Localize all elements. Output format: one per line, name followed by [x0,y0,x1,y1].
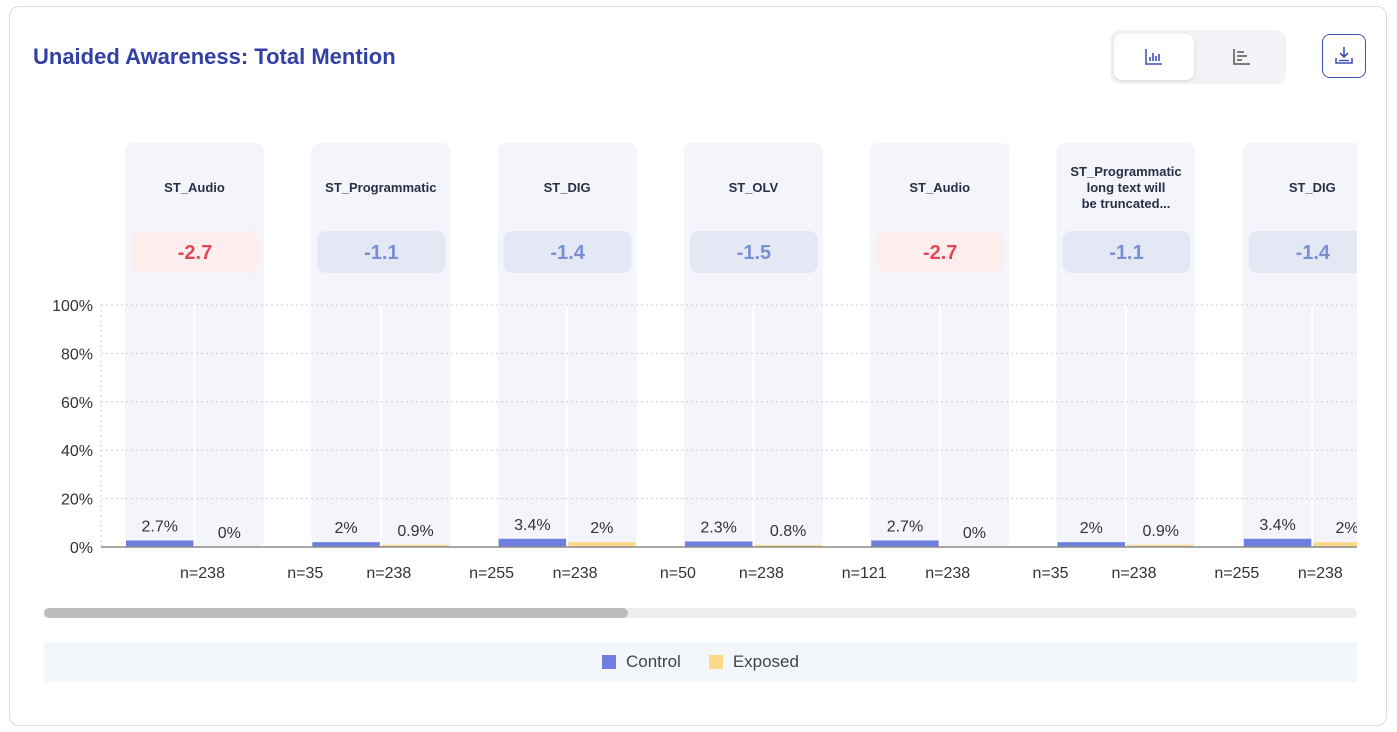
group-name-label: long text will [1087,180,1166,195]
y-tick-label: 60% [61,395,93,412]
group-name-label: ST_Audio [164,180,225,195]
bar-chart: ST_Audio -2.7 2.7% 0% n=238 ST_Programmatic -1… [52,143,1358,582]
exposed-value-label: 0.9% [397,523,433,540]
sample-size-label-control: n=50 [660,565,696,582]
exposed-value-label: 0.8% [770,523,806,540]
exposed-bar [754,545,822,547]
lift-badge [317,231,446,273]
chart-view-toggle [1110,30,1286,84]
download-button[interactable] [1322,34,1366,78]
lift-value: -1.1 [1109,242,1143,264]
y-tick-label: 100% [52,298,93,315]
legend-item-exposed[interactable]: Exposed [708,652,799,672]
exposed-bar [568,542,636,547]
lift-value: -1.4 [550,242,585,264]
control-value-label: 2.3% [700,519,736,536]
sample-size-label-exposed: n=238 [180,565,225,582]
lift-value: -2.7 [923,242,957,264]
sample-size-label-exposed: n=238 [1112,565,1157,582]
y-tick-label: 0% [70,540,93,557]
legend-swatch-exposed [708,655,723,669]
sample-size-label-control: n=255 [1214,565,1259,582]
y-tick-label: 40% [61,443,93,460]
bar-chart-icon [1145,49,1162,65]
lift-badge [876,231,1005,273]
exposed-bar [381,544,450,547]
control-value-label: 3.4% [1259,517,1295,534]
control-value-label: 2% [1080,520,1103,537]
sample-size-label-exposed: n=238 [1298,565,1343,582]
legend-label-control: Control [626,652,681,671]
control-value-label: 2.7% [887,518,923,535]
y-tick-label: 20% [61,492,93,509]
vertical-bar-view-button[interactable] [1114,34,1194,80]
legend-item-control[interactable]: Control [602,652,681,672]
lift-value: -1.4 [1296,242,1331,264]
group-name-label: ST_Audio [909,180,970,195]
chart-columns: ST_Audio -2.7 2.7% 0% n=238 ST_Programmatic -1… [125,143,1358,582]
control-bar [498,538,567,547]
sample-size-label-control: n=255 [469,565,514,582]
sample-size-label-control: n=121 [842,565,887,582]
lift-value: -1.1 [364,242,398,264]
group-name-label: be truncated... [1082,196,1171,211]
horizontal-scrollbar[interactable] [44,608,1357,618]
exposed-bar [1127,544,1195,547]
exposed-value-label: 2% [590,520,613,537]
group-name-label: ST_Programmatic [1070,164,1181,179]
control-value-label: 3.4% [514,517,550,534]
control-bar [1243,538,1312,547]
exposed-value-label: 2% [1335,520,1358,537]
horizontal-bar-chart-icon [1233,49,1250,65]
legend-swatch-control [602,655,616,669]
horizontal-bar-view-button[interactable] [1202,34,1282,80]
sample-size-label-exposed: n=238 [553,565,598,582]
sample-size-label-control: n=35 [287,565,323,582]
exposed-bar [1313,542,1357,547]
scrollbar-thumb[interactable] [44,608,628,618]
sample-size-label-exposed: n=238 [366,565,411,582]
chart-title: Unaided Awareness: Total Mention [33,44,396,69]
control-bar [871,540,939,547]
control-bar [312,542,380,547]
control-value-label: 2% [334,520,357,537]
lift-badge [1062,231,1191,273]
legend-label-exposed: Exposed [732,652,799,671]
exposed-value-label: 0% [218,525,241,542]
lift-badge [131,231,259,273]
lift-value: -2.7 [178,242,212,264]
control-bar [1057,542,1125,547]
exposed-value-label: 0.9% [1143,523,1179,540]
sample-size-label-exposed: n=238 [739,565,784,582]
y-tick-label: 80% [61,346,93,363]
sample-size-label-exposed: n=238 [925,565,970,582]
chart-legend: Control Exposed [44,642,1357,682]
lift-badge [1248,231,1357,273]
group-name-label: ST_OLV [729,180,779,195]
control-bar [126,540,194,547]
download-icon [1335,47,1353,64]
lift-badge [689,231,818,273]
group-name-label: ST_Programmatic [325,180,436,195]
lift-value: -1.5 [737,242,771,264]
sample-size-label-control: n=35 [1032,565,1068,582]
control-value-label: 2.7% [142,518,178,535]
group-name-label: ST_DIG [544,180,591,195]
lift-badge [503,231,632,273]
exposed-value-label: 0% [963,525,986,542]
group-name-label: ST_DIG [1289,180,1336,195]
control-bar [684,541,753,547]
